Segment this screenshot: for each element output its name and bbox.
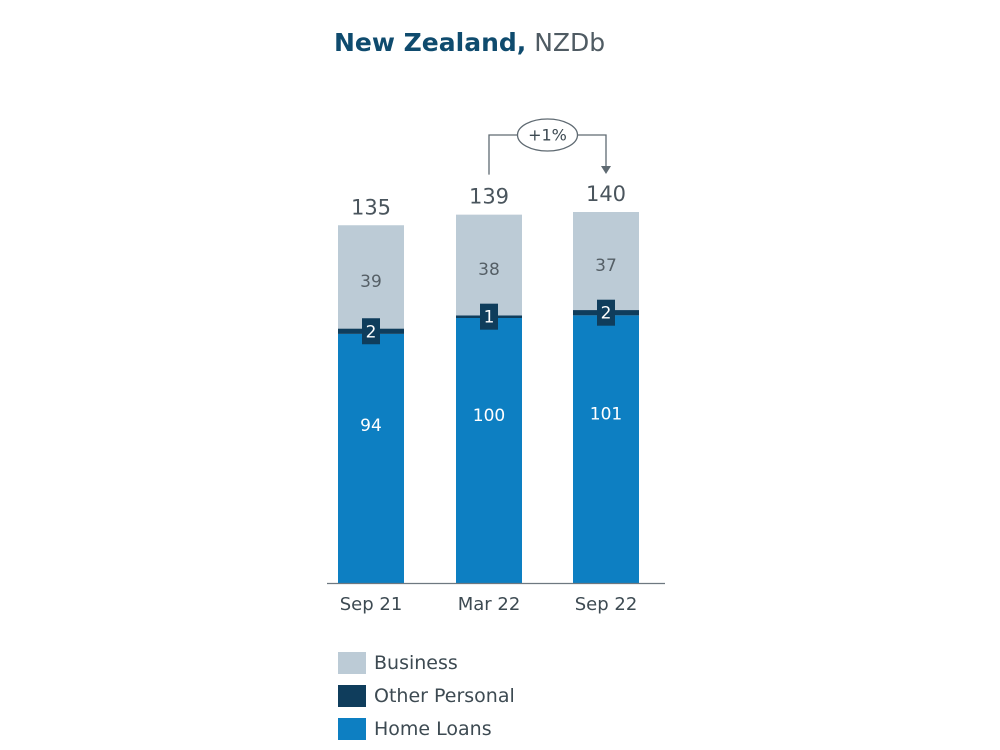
other-personal-value-label: 2 xyxy=(366,322,377,342)
growth-arrow-head xyxy=(601,166,611,174)
legend-item: Home Loans xyxy=(338,712,515,745)
bar-segment-business xyxy=(456,214,522,316)
legend-label: Business xyxy=(374,651,458,674)
chart-title-unit: NZDb xyxy=(534,28,606,57)
stacked-bar-chart: 94 2 39 135 Sep 21 100 1 38 139 Mar 22 101 2 37 140 Se… xyxy=(327,118,665,615)
other-personal-value-label: 2 xyxy=(601,304,612,324)
bar-total-label: 135 xyxy=(351,195,391,219)
growth-annotation-badge xyxy=(516,118,579,152)
segment-value-label: 39 xyxy=(360,272,382,292)
x-tick-label: Sep 22 xyxy=(575,594,638,615)
x-tick-label: Mar 22 xyxy=(458,594,521,615)
bar-segment-business xyxy=(338,225,404,329)
segment-value-label: 101 xyxy=(590,404,622,424)
other-personal-value-label: 1 xyxy=(484,308,495,328)
other-personal-label-box xyxy=(362,318,380,345)
legend-label: Home Loans xyxy=(374,717,492,740)
segment-value-label: 94 xyxy=(360,416,382,436)
other-personal-label-box xyxy=(597,299,615,326)
segment-value-label: 38 xyxy=(478,260,500,280)
chart-title-main: New Zealand, xyxy=(334,28,527,57)
legend-swatch xyxy=(338,684,366,707)
legend-label: Other Personal xyxy=(374,684,515,707)
growth-annotation-label: +1% xyxy=(528,126,567,145)
bar-total-label: 140 xyxy=(586,182,626,206)
chart-title: New Zealand, NZDb xyxy=(334,28,605,57)
bar-segment-business xyxy=(573,212,639,311)
legend-item: Business xyxy=(338,646,515,679)
legend-swatch xyxy=(338,717,366,740)
bar-total-label: 139 xyxy=(469,185,509,209)
segment-value-label: 100 xyxy=(473,406,505,426)
other-personal-label-box xyxy=(480,303,498,330)
bar-segment-home-loans xyxy=(338,333,404,583)
bar-segment-home-loans xyxy=(456,318,522,583)
x-tick-label: Sep 21 xyxy=(340,594,403,615)
legend-item: Other Personal xyxy=(338,679,515,712)
bar-segment-home-loans xyxy=(573,315,639,583)
chart-legend: Business Other Personal Home Loans xyxy=(338,646,515,745)
legend-swatch xyxy=(338,651,366,674)
segment-value-label: 37 xyxy=(595,256,617,276)
